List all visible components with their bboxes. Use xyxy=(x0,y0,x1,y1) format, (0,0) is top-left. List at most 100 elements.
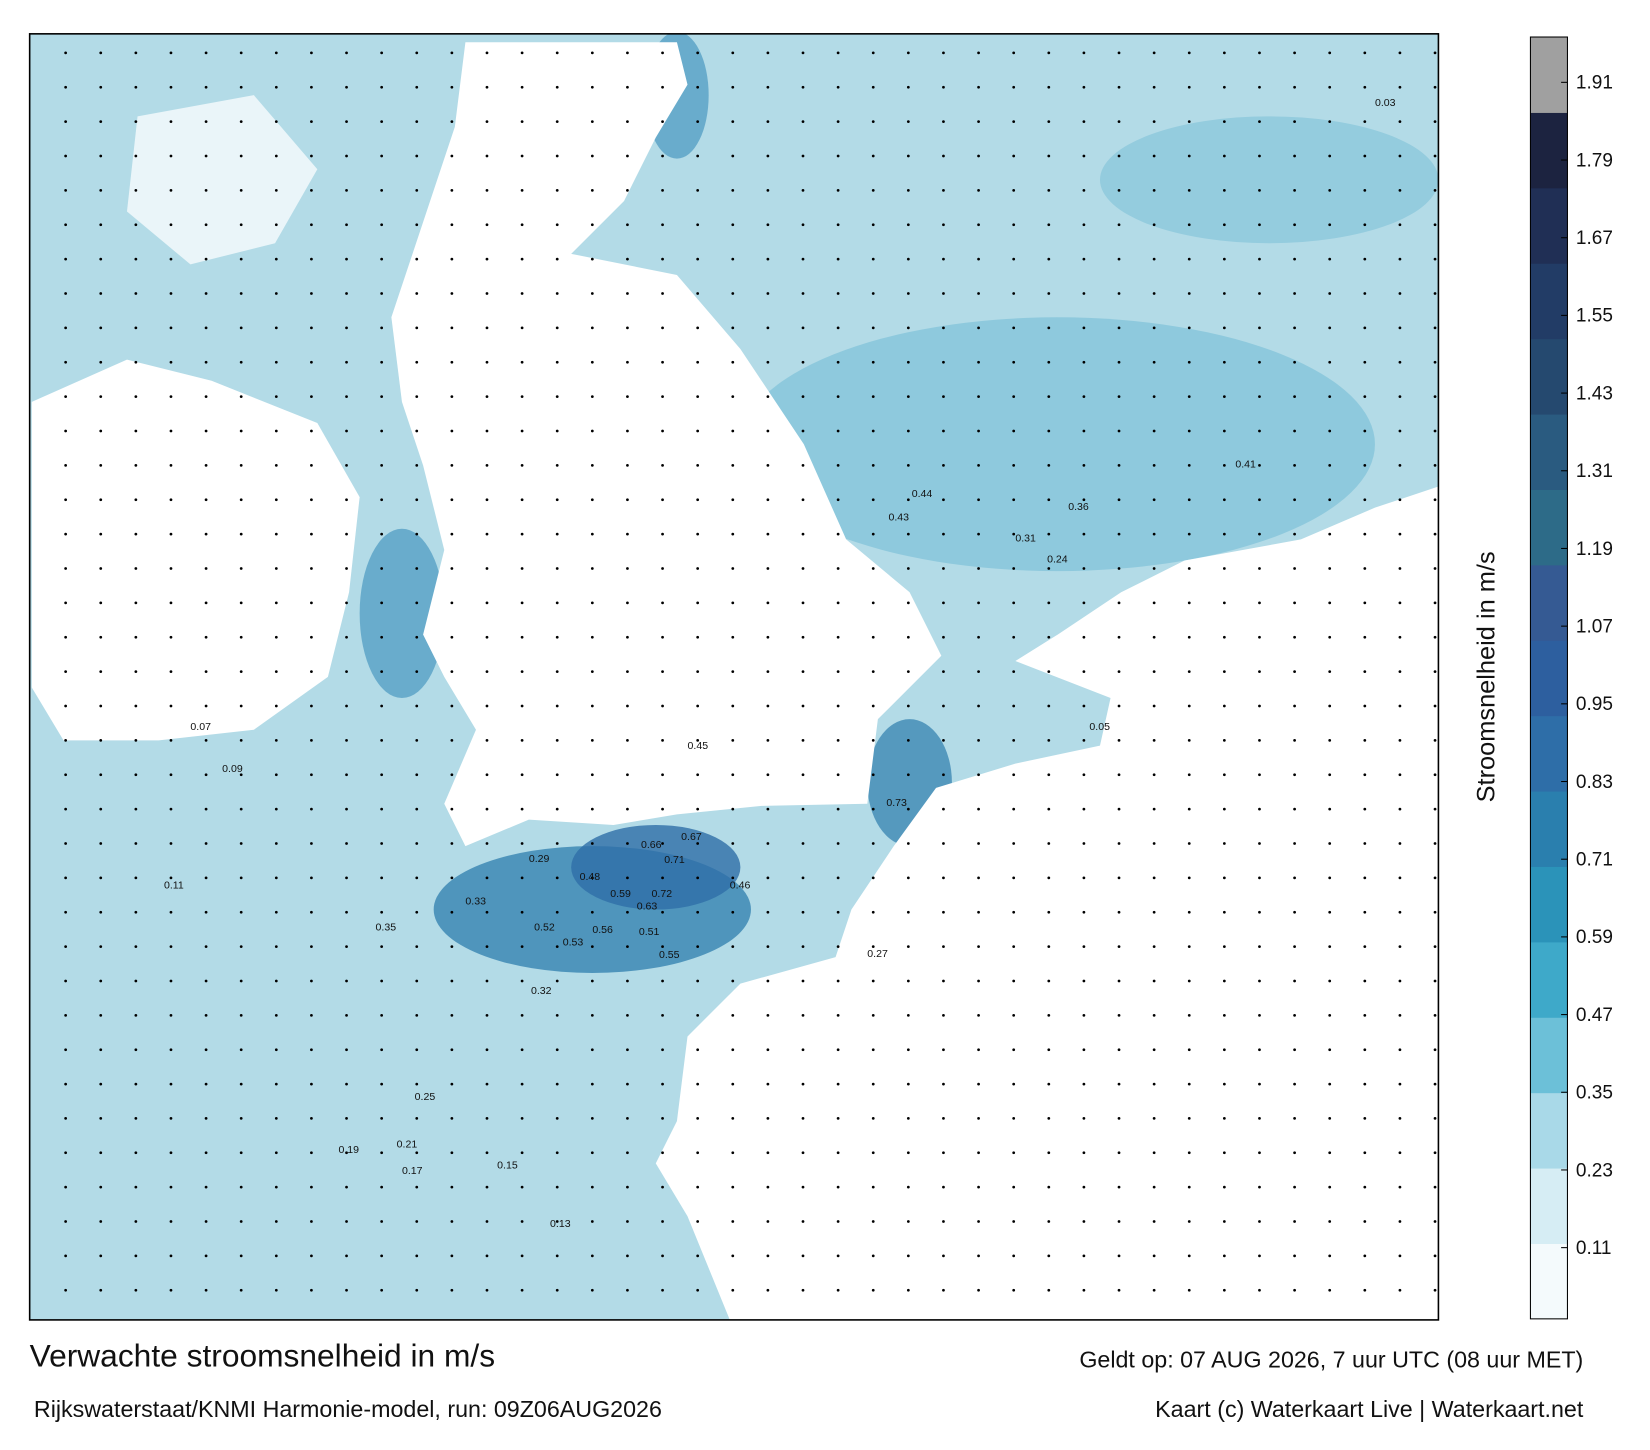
speed-label: 0.33 xyxy=(465,895,486,907)
vector-dot xyxy=(99,154,103,158)
vector-dot xyxy=(1398,601,1402,605)
vector-grid xyxy=(64,51,1437,1292)
vector-dot xyxy=(942,395,945,398)
vector-dot xyxy=(310,120,313,124)
vector-dot xyxy=(555,807,559,811)
vector-dot xyxy=(942,876,945,880)
vector-dot xyxy=(766,463,770,467)
map: 0.730.720.710.670.660.630.590.560.550.53… xyxy=(29,33,1439,1320)
vector-dot xyxy=(1328,532,1332,536)
vector-dot xyxy=(1012,807,1016,811)
vector-dot xyxy=(1012,532,1016,536)
vector-dot xyxy=(1328,154,1332,158)
vector-dot xyxy=(1152,670,1156,673)
vector-dot xyxy=(520,1288,524,1292)
vector-dot xyxy=(590,1220,594,1223)
vector-dot xyxy=(801,670,805,673)
vector-dot xyxy=(1398,292,1402,295)
vector-dot xyxy=(836,738,840,742)
vector-dot xyxy=(380,842,384,845)
vector-dot xyxy=(1152,429,1156,433)
vector-dot xyxy=(626,1254,629,1258)
vector-dot xyxy=(626,738,629,742)
vector-dot xyxy=(1433,532,1437,536)
vector-dot xyxy=(274,85,278,89)
vector-dot xyxy=(801,842,805,845)
vector-dot xyxy=(274,188,278,192)
speed-label: 0.27 xyxy=(867,948,888,960)
vector-dot xyxy=(274,120,278,124)
vector-dot xyxy=(1187,532,1191,536)
vector-dot xyxy=(1328,670,1332,673)
vector-dot xyxy=(836,85,840,89)
vector-dot xyxy=(1328,738,1332,742)
vector-dot xyxy=(626,910,629,914)
vector-dot xyxy=(1047,188,1051,192)
vector-dot xyxy=(485,532,489,536)
vector-dot xyxy=(906,1288,910,1292)
vector-dot xyxy=(450,601,454,605)
vector-dot xyxy=(1258,1082,1261,1086)
vector-dot xyxy=(1222,773,1226,777)
vector-dot xyxy=(1328,979,1332,983)
vector-dot xyxy=(871,1151,875,1155)
vector-dot xyxy=(239,1220,243,1223)
vector-dot xyxy=(1152,1185,1156,1189)
vector-dot xyxy=(239,635,243,639)
vector-dot xyxy=(1012,292,1016,295)
vector-dot xyxy=(239,601,243,605)
vector-dot xyxy=(169,188,173,192)
vector-dot xyxy=(906,601,910,605)
vector-dot xyxy=(801,945,805,948)
vector-dot xyxy=(1012,704,1016,708)
vector-dot xyxy=(661,1254,664,1258)
vector-dot xyxy=(696,773,700,777)
source: Rijkswaterstaat/KNMI Harmonie-model, run… xyxy=(34,1396,662,1422)
vector-dot xyxy=(766,567,770,570)
vector-dot xyxy=(696,1117,700,1120)
vector-dot xyxy=(626,360,629,364)
vector-dot xyxy=(1398,120,1402,124)
vector-dot xyxy=(1398,463,1402,467)
vector-dot xyxy=(555,292,559,295)
vector-dot xyxy=(450,1117,454,1120)
vector-dot xyxy=(64,842,68,845)
vector-dot xyxy=(134,395,138,398)
vector-dot xyxy=(590,463,594,467)
colorbar-band xyxy=(1530,489,1568,566)
vector-dot xyxy=(626,257,629,261)
vector-dot xyxy=(626,704,629,708)
vector-dot xyxy=(345,429,348,433)
vector-dot xyxy=(380,738,384,742)
vector-dot xyxy=(871,842,875,845)
vector-dot xyxy=(942,1013,945,1017)
vector-dot xyxy=(836,842,840,845)
vector-dot xyxy=(450,463,454,467)
vector-dot xyxy=(836,635,840,639)
vector-dot xyxy=(1117,876,1121,880)
vector-dot xyxy=(380,979,384,983)
speed-label: 0.67 xyxy=(681,831,702,843)
vector-dot xyxy=(626,1288,629,1292)
vector-dot xyxy=(239,188,243,192)
vector-dot xyxy=(871,1185,875,1189)
vector-dot xyxy=(1258,1288,1261,1292)
vector-dot xyxy=(801,773,805,777)
vector-dot xyxy=(99,773,103,777)
vector-dot xyxy=(766,395,770,398)
colorbar-band xyxy=(1530,1168,1568,1244)
colorbar-frame xyxy=(1529,36,1568,1320)
vector-dot xyxy=(310,1220,313,1223)
vector-dot xyxy=(661,704,664,708)
vector-dot xyxy=(871,292,875,295)
vector-dot xyxy=(766,154,770,158)
vector-dot xyxy=(1328,601,1332,605)
vector-dot xyxy=(274,567,278,570)
vector-dot xyxy=(942,807,945,811)
colorbar-band xyxy=(1530,37,1568,113)
vector-dot xyxy=(766,601,770,605)
vector-dot xyxy=(1363,1220,1367,1223)
vector-dot xyxy=(485,1013,489,1017)
vector-dot xyxy=(836,395,840,398)
vector-dot xyxy=(1012,1288,1016,1292)
